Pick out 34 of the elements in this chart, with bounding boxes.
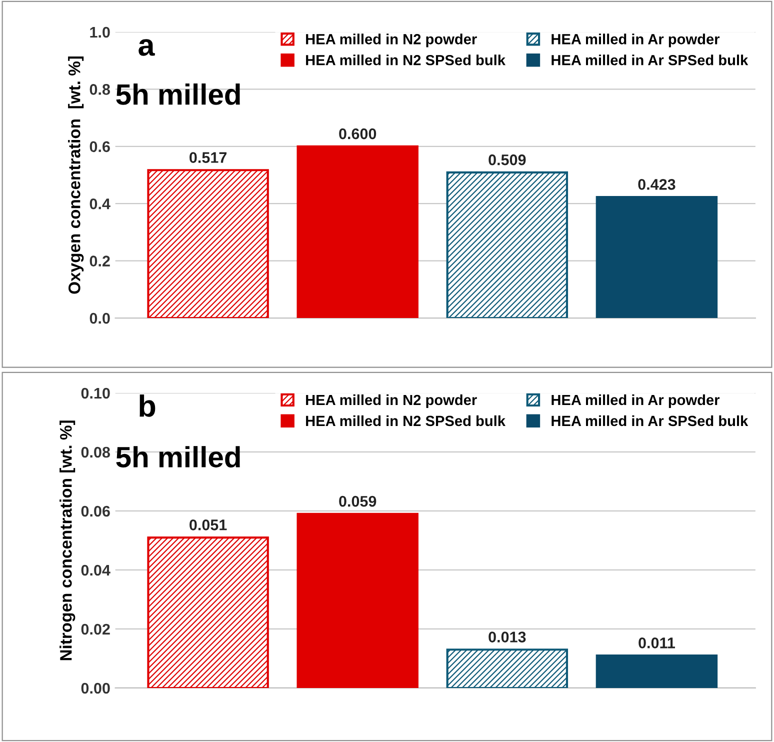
text: 0.051: [190, 520, 227, 530]
text: 0.011: [638, 638, 675, 648]
y-tick-label: 0.0: [90, 312, 110, 324]
annotation: 5h milled: [116, 83, 240, 105]
y-tick-label: 0.08: [81, 446, 110, 458]
legend-label: HEA milled in N2 SPSed bulk: [306, 54, 506, 66]
legend-label: HEA milled in Ar SPSed bulk: [552, 415, 748, 426]
y-tick-label: 0.06: [81, 506, 110, 517]
legend-label: HEA milled in N2 powder: [306, 394, 477, 408]
text: 0.509: [488, 154, 526, 166]
y-tick-label: 0.2: [90, 256, 110, 266]
y-tick-label: 0.00: [81, 682, 110, 694]
y-tick-label: 0.8: [90, 84, 110, 95]
text: 0.517: [190, 152, 226, 163]
text: 0.059: [339, 496, 376, 507]
y-axis-title: Nitrogen concentration [wt. %]: [60, 420, 76, 660]
legend-label: HEA milled in N2 powder: [306, 34, 477, 48]
text: 0.600: [339, 128, 376, 140]
y-tick-label: 0.6: [90, 141, 110, 152]
y-tick-label: 0.4: [90, 198, 110, 210]
y-tick-label: 0.02: [81, 624, 110, 635]
legend-label: HEA milled in Ar SPSed bulk: [552, 54, 748, 66]
annotation: b: [140, 394, 156, 417]
y-axis-title: Oxygen concentration [wt. %]: [68, 56, 84, 294]
legend-label: HEA milled in Ar powder: [552, 34, 720, 48]
annotation: 5h milled: [116, 446, 240, 468]
y-tick-label: 0.10: [81, 388, 110, 399]
y-tick-label: 1.0: [90, 26, 110, 38]
y-tick-label: 0.04: [81, 564, 110, 576]
legend-label: HEA milled in Ar powder: [552, 394, 720, 408]
annotation: a: [138, 39, 155, 56]
text: 0.013: [488, 632, 526, 642]
legend-label: HEA milled in N2 SPSed bulk: [306, 415, 506, 426]
text: 0.423: [638, 179, 676, 190]
